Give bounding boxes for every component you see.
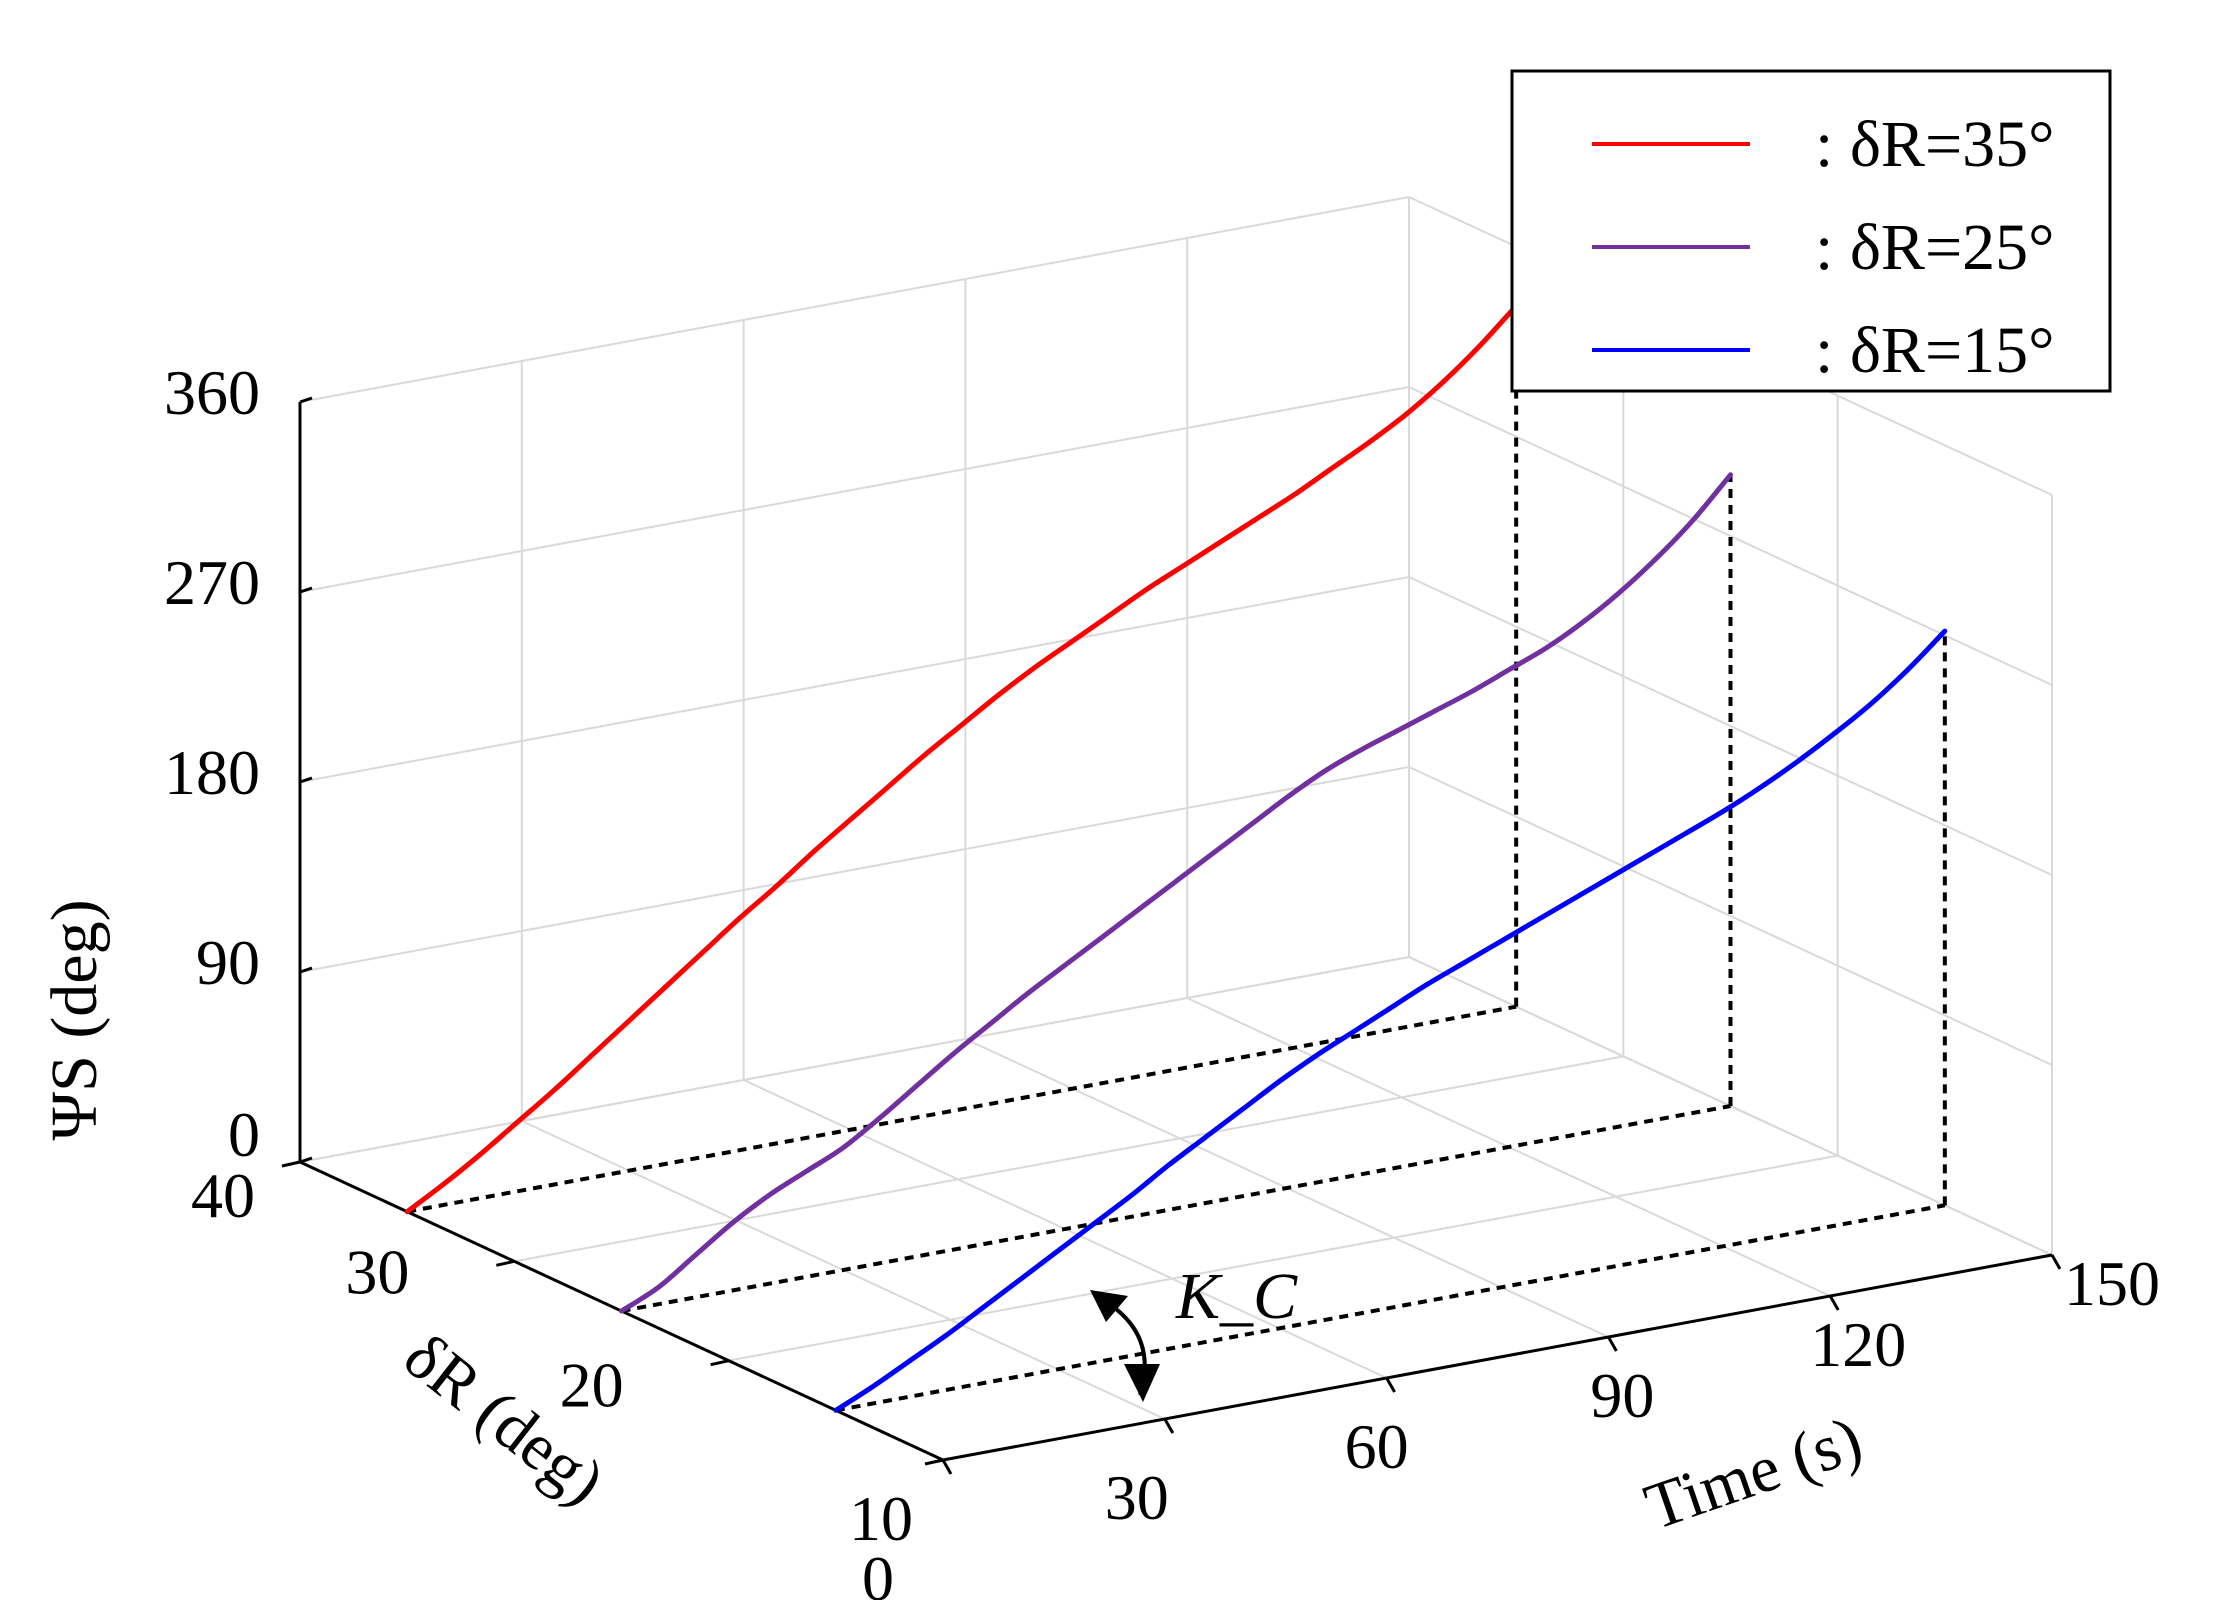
series-line-2 bbox=[619, 472, 1733, 1314]
series-line-3 bbox=[833, 628, 1948, 1413]
z-tick-mark bbox=[299, 776, 313, 784]
z-tick-label: 90 bbox=[196, 927, 260, 998]
grid-line bbox=[299, 956, 1410, 1163]
x-axis-title: Time (s) bbox=[1636, 1403, 1871, 1545]
baseline-dashed bbox=[406, 1004, 1517, 1214]
legend: : δR=35° : δR=25° : δR=15° bbox=[1510, 69, 2112, 393]
grid-line bbox=[728, 1154, 1838, 1362]
series-lines bbox=[404, 303, 1948, 1413]
x-tick-mark bbox=[1163, 1418, 1175, 1434]
y-tick-label: 10 bbox=[849, 1483, 913, 1554]
z-axis-title: ΨS (deg) bbox=[38, 899, 111, 1140]
y-tick-mark bbox=[924, 1458, 944, 1466]
grid-line bbox=[299, 766, 1410, 973]
grid-line bbox=[1408, 766, 2053, 1066]
y-tick-mark bbox=[496, 1259, 515, 1267]
y-tick-label: 20 bbox=[560, 1350, 624, 1421]
legend-label-2: : δR=25° bbox=[1815, 211, 2055, 284]
z-tick-mark bbox=[299, 1156, 313, 1164]
grid-line bbox=[299, 196, 1410, 403]
legend-label-1: : δR=35° bbox=[1815, 108, 2055, 181]
kc-label: K_C bbox=[1175, 1260, 1298, 1333]
x-tick-label: 0 bbox=[862, 1543, 894, 1600]
grid-line bbox=[514, 1055, 1624, 1263]
x-tick-label: 60 bbox=[1345, 1411, 1409, 1482]
legend-box bbox=[1510, 69, 2112, 393]
axes bbox=[281, 396, 2062, 1475]
x-tick-mark bbox=[1607, 1336, 1618, 1352]
x-tick-label: 90 bbox=[1590, 1360, 1654, 1431]
x-tick-label: 150 bbox=[2064, 1248, 2160, 1319]
z-tick-label: 360 bbox=[164, 357, 260, 428]
baseline-dashed bbox=[621, 1104, 1731, 1313]
annotation: K_C bbox=[1090, 1260, 1298, 1402]
kc-arrow-head bbox=[1090, 1290, 1128, 1322]
y-tick-mark bbox=[710, 1359, 729, 1367]
x-tick-label: 30 bbox=[1105, 1462, 1169, 1533]
grid-line bbox=[299, 386, 1410, 593]
z-tick-label: 270 bbox=[164, 547, 260, 618]
kc-arrow-head bbox=[1124, 1364, 1160, 1402]
x-tick-mark bbox=[941, 1459, 953, 1475]
z-tick-mark bbox=[299, 396, 313, 404]
z-tick-mark bbox=[299, 586, 313, 594]
grid-line bbox=[1408, 386, 2053, 686]
series-line-1 bbox=[404, 303, 1519, 1215]
x-tick-mark bbox=[1828, 1295, 1840, 1311]
baseline-dashed bbox=[835, 1203, 1946, 1413]
grid-line bbox=[1408, 576, 2053, 876]
legend-label-3: : δR=15° bbox=[1815, 314, 2055, 387]
y-tick-label: 40 bbox=[191, 1160, 255, 1231]
grid-line bbox=[299, 576, 1410, 783]
x-tick-mark bbox=[1385, 1377, 1396, 1393]
z-tick-mark bbox=[299, 966, 313, 974]
x-tick-mark bbox=[2050, 1254, 2062, 1270]
z-tick-label: 180 bbox=[164, 737, 260, 808]
drop-lines bbox=[406, 305, 1947, 1413]
x-axis-line bbox=[942, 1253, 2053, 1462]
z-tick-label: 0 bbox=[228, 1099, 260, 1170]
y-tick-label: 30 bbox=[345, 1236, 409, 1307]
x-tick-label: 120 bbox=[1810, 1309, 1906, 1380]
y-tick-mark bbox=[281, 1160, 301, 1168]
